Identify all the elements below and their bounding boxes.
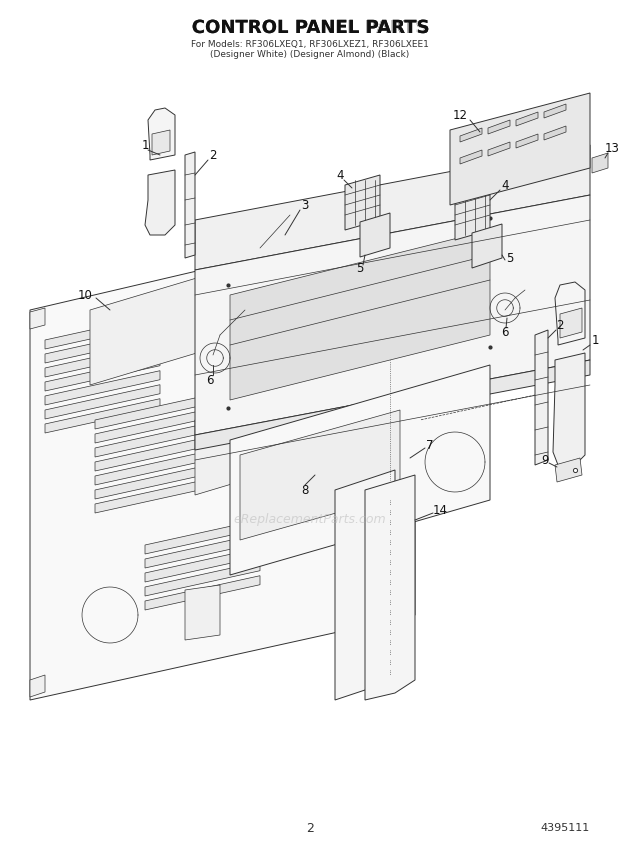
Polygon shape	[230, 230, 490, 400]
Text: 2: 2	[210, 148, 217, 162]
Text: 1: 1	[141, 139, 149, 152]
Text: 7: 7	[427, 438, 434, 451]
Polygon shape	[30, 220, 415, 700]
Text: 5: 5	[356, 261, 364, 275]
Polygon shape	[90, 265, 240, 385]
Polygon shape	[30, 308, 45, 329]
Polygon shape	[516, 112, 538, 126]
Text: 1: 1	[591, 334, 599, 347]
Polygon shape	[95, 465, 210, 499]
Polygon shape	[30, 675, 45, 697]
Polygon shape	[145, 170, 175, 235]
Polygon shape	[555, 458, 582, 482]
Polygon shape	[195, 360, 590, 450]
Polygon shape	[240, 410, 400, 540]
Polygon shape	[148, 108, 175, 160]
Polygon shape	[460, 150, 482, 164]
Text: 13: 13	[604, 141, 619, 154]
Polygon shape	[544, 126, 566, 140]
Text: 9: 9	[541, 454, 549, 467]
Text: 10: 10	[78, 288, 92, 301]
Polygon shape	[95, 437, 210, 471]
Text: 5: 5	[507, 252, 514, 265]
Text: 14: 14	[433, 503, 448, 516]
Text: 2: 2	[556, 318, 564, 331]
Text: 12: 12	[453, 109, 467, 122]
Text: 6: 6	[206, 373, 214, 387]
Polygon shape	[195, 195, 590, 435]
Text: 2: 2	[306, 822, 314, 835]
Text: CONTROL PANEL PARTS: CONTROL PANEL PARTS	[192, 19, 428, 37]
Polygon shape	[45, 399, 160, 433]
Polygon shape	[345, 175, 380, 230]
Text: CONTROL PANEL PARTS: CONTROL PANEL PARTS	[192, 19, 428, 37]
Polygon shape	[360, 213, 390, 257]
Text: 8: 8	[301, 484, 309, 496]
Text: eReplacementParts.com: eReplacementParts.com	[234, 514, 386, 526]
Polygon shape	[45, 315, 160, 349]
Polygon shape	[195, 145, 590, 270]
Polygon shape	[560, 308, 582, 338]
Polygon shape	[145, 520, 260, 554]
Polygon shape	[145, 562, 260, 596]
Polygon shape	[95, 479, 210, 513]
Polygon shape	[455, 185, 490, 240]
Polygon shape	[45, 371, 160, 405]
Polygon shape	[450, 93, 590, 205]
Polygon shape	[335, 470, 395, 700]
Polygon shape	[145, 533, 260, 568]
Polygon shape	[45, 342, 160, 377]
Polygon shape	[553, 353, 585, 468]
Text: 4: 4	[336, 169, 343, 181]
Polygon shape	[365, 475, 415, 700]
Polygon shape	[152, 130, 170, 155]
Polygon shape	[185, 152, 195, 258]
Polygon shape	[555, 282, 585, 345]
Polygon shape	[185, 585, 220, 640]
Polygon shape	[45, 357, 160, 391]
Polygon shape	[230, 365, 490, 575]
Text: 3: 3	[301, 199, 309, 211]
Polygon shape	[45, 384, 160, 419]
Polygon shape	[145, 548, 260, 582]
Polygon shape	[516, 134, 538, 148]
Polygon shape	[95, 395, 210, 429]
Polygon shape	[488, 142, 510, 156]
Polygon shape	[145, 576, 260, 610]
Text: 4: 4	[501, 179, 509, 192]
Text: (Designer White) (Designer Almond) (Black): (Designer White) (Designer Almond) (Blac…	[210, 50, 410, 58]
Polygon shape	[488, 120, 510, 134]
Text: 4395111: 4395111	[541, 823, 590, 833]
Polygon shape	[592, 153, 608, 173]
Polygon shape	[95, 408, 210, 443]
Polygon shape	[472, 224, 502, 268]
Polygon shape	[45, 329, 160, 363]
Polygon shape	[195, 375, 345, 495]
Polygon shape	[95, 451, 210, 485]
Polygon shape	[95, 423, 210, 457]
Text: 6: 6	[501, 325, 509, 338]
Polygon shape	[460, 128, 482, 142]
Polygon shape	[544, 104, 566, 118]
Polygon shape	[535, 330, 548, 465]
Text: For Models: RF306LXEQ1, RF306LXEZ1, RF306LXEE1: For Models: RF306LXEQ1, RF306LXEZ1, RF30…	[191, 39, 429, 49]
